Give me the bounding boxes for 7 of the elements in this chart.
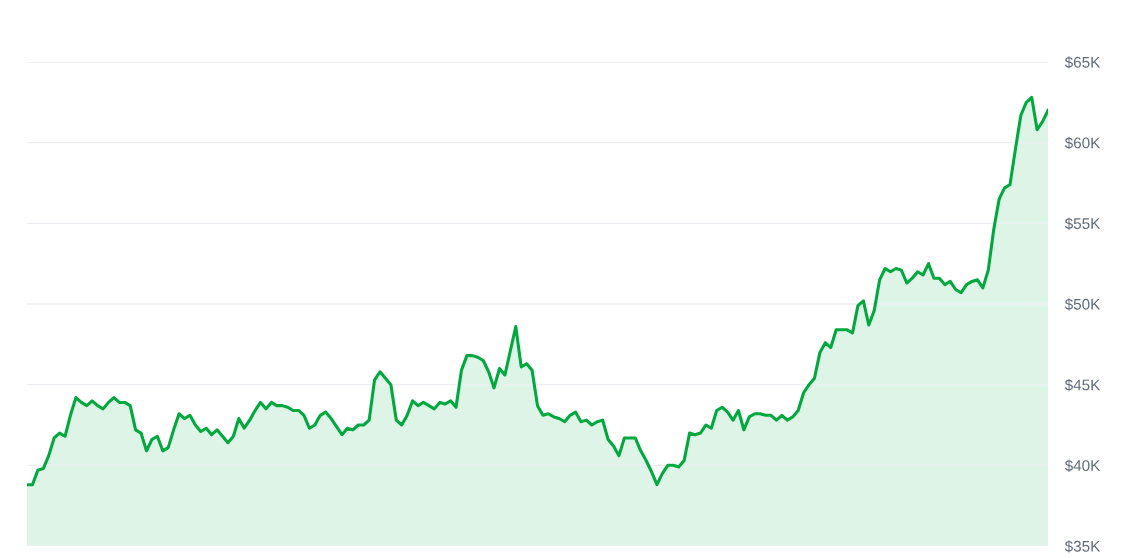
y-tick-label: $45K [1064, 378, 1101, 392]
y-tick-label: $50K [1064, 298, 1101, 311]
y-tick-label: $60K [1064, 136, 1101, 150]
y-tick-label: $40K [1064, 459, 1101, 472]
y-tick-label: $55K [1064, 217, 1101, 230]
y-tick-label: $35K [1064, 540, 1101, 553]
y-tick-label: $65K [1064, 56, 1101, 69]
